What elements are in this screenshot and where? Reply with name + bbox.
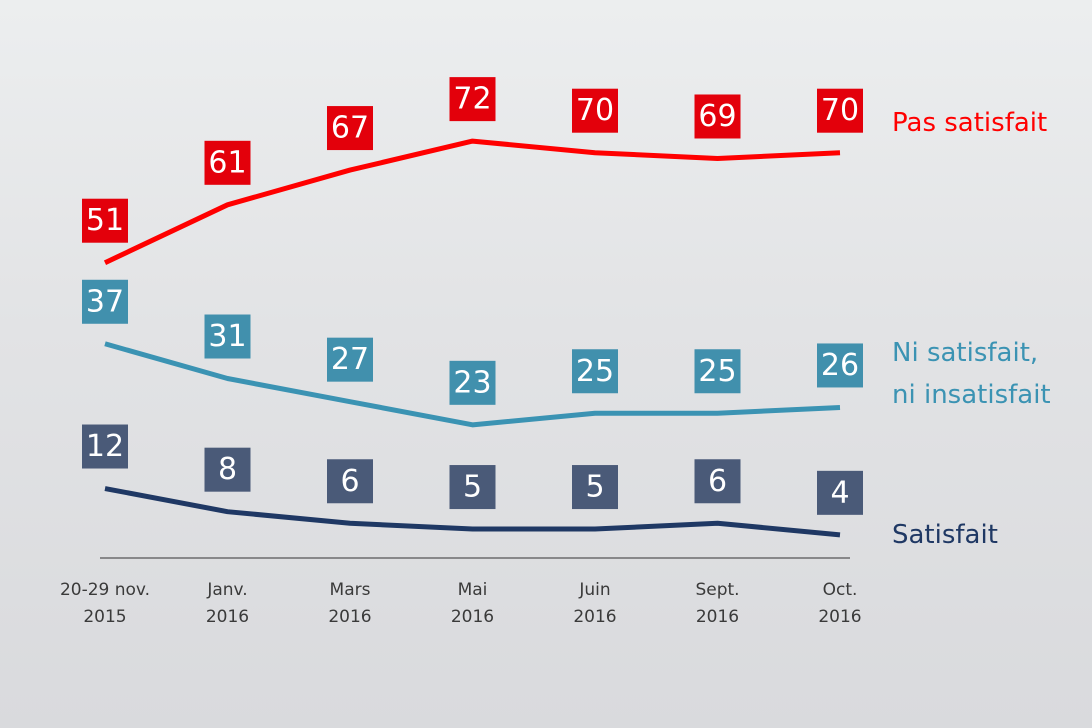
data-label: 51 [86,203,124,238]
data-label-box: 5 [450,465,496,509]
data-label: 25 [698,354,736,389]
data-label: 5 [463,470,482,505]
data-label-box: 37 [82,280,128,324]
data-label-box: 23 [450,361,496,405]
data-label-box: 70 [572,89,618,133]
data-label: 69 [698,99,736,134]
data-label: 27 [331,342,369,377]
chart: 51 61 67 72 70 69 70 37 31 27 23 25 25 26 12 8 6 5 5 6 4 20-… [0,0,1092,728]
data-label: 25 [576,354,614,389]
data-label-box: 8 [205,448,251,492]
data-label-box: 67 [327,106,373,150]
data-label-box: 72 [450,77,496,121]
data-label: 23 [453,365,491,400]
x-tick-label: Mai 2016 [408,577,538,631]
data-label: 12 [86,429,124,464]
data-label: 70 [576,93,614,128]
x-tick-label: Janv. 2016 [163,577,293,631]
data-label-box: 61 [205,141,251,185]
data-label: 26 [821,348,859,383]
data-label: 61 [208,145,246,180]
data-label: 6 [708,464,727,499]
data-label-box: 27 [327,338,373,382]
data-label: 6 [340,464,359,499]
data-label-box: 12 [82,425,128,469]
x-tick-label: Juin 2016 [530,577,660,631]
x-tick-label: Oct. 2016 [775,577,905,631]
data-label: 8 [218,452,237,487]
data-label: 67 [331,111,369,146]
data-label-box: 69 [695,94,741,138]
data-label: 37 [86,284,124,319]
legend-entry: Ni satisfait, ni insatisfait [892,332,1092,416]
legend-entry: Satisfait [892,514,1092,556]
data-label-box: 4 [817,471,863,515]
data-label-box: 70 [817,89,863,133]
data-label-box: 31 [205,315,251,359]
data-label: 5 [585,470,604,505]
data-label-box: 25 [572,349,618,393]
data-label-box: 51 [82,199,128,243]
data-label: 4 [830,475,849,510]
x-tick-label: Mars 2016 [285,577,415,631]
data-label-box: 5 [572,465,618,509]
data-label-box: 6 [327,459,373,503]
data-label: 31 [208,319,246,354]
data-label: 70 [821,93,859,128]
data-label-box: 6 [695,459,741,503]
data-label: 72 [453,82,491,117]
data-label-box: 26 [817,343,863,387]
data-label-box: 25 [695,349,741,393]
legend-entry: Pas satisfait [892,102,1092,144]
x-tick-label: Sept. 2016 [653,577,783,631]
x-tick-label: 20-29 nov. 2015 [40,577,170,631]
